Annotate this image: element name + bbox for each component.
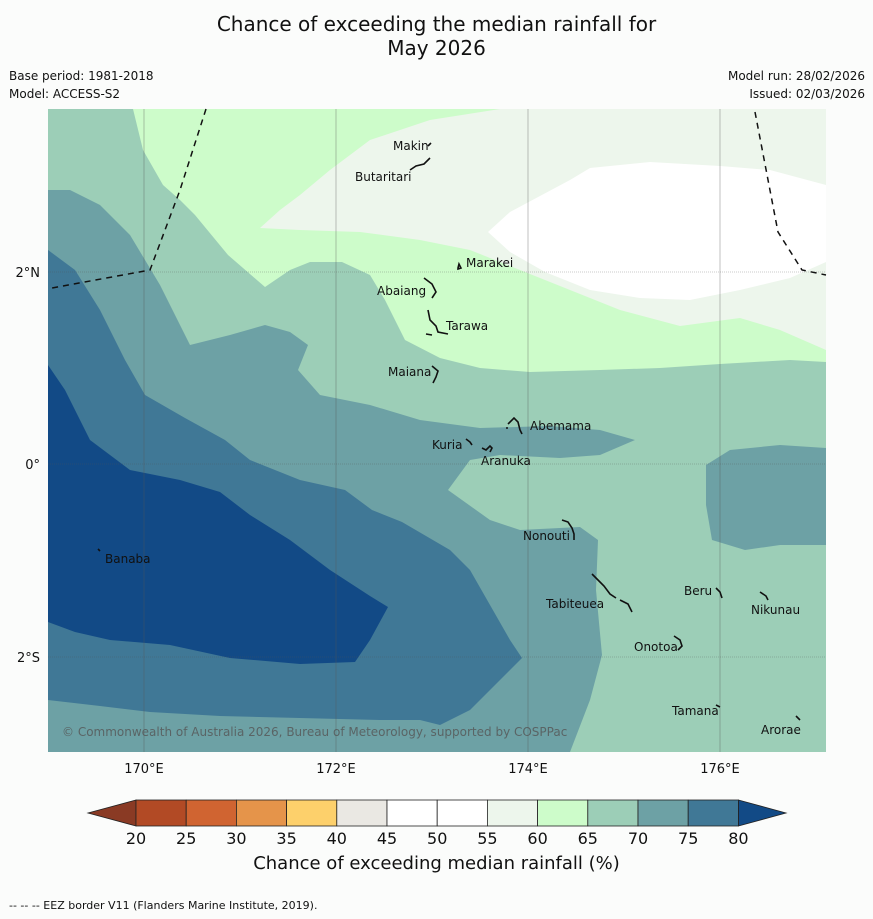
- island-onotoa-shape: [673, 635, 683, 651]
- label-marakei: Marakei: [466, 256, 513, 270]
- label-arorae: Arorae: [761, 723, 801, 737]
- island-tabiteuea-shape: [591, 573, 633, 613]
- y-axis: 2°N 0° 2°S: [16, 266, 41, 666]
- island-makin-shape: [427, 142, 432, 147]
- copyright-watermark: © Commonwealth of Australia 2026, Bureau…: [62, 725, 567, 739]
- island-beru-shape: [715, 587, 723, 599]
- colorbar-tick-label: 80: [728, 829, 748, 848]
- island-tarawa-shape: [425, 309, 449, 336]
- colorbar-segment: [486, 799, 538, 827]
- label-butaritari: Butaritari: [355, 170, 412, 184]
- colorbar: 20 25 30 35 40 45 50 55 60 65 70 75 80: [86, 799, 788, 848]
- colorbar-segment: [286, 799, 338, 827]
- y-tick-0: 0°: [25, 458, 40, 473]
- meta-right: Model run: 28/02/2026 Issued: 02/03/2026: [728, 67, 865, 103]
- label-beru: Beru: [684, 584, 712, 598]
- island-kuria-shape: [465, 438, 473, 446]
- colorbar-tick-label: 20: [126, 829, 146, 848]
- title-line-2: May 2026: [387, 36, 486, 60]
- island-arorae-shape: [795, 715, 801, 721]
- colorbar-tick-label: 30: [226, 829, 246, 848]
- island-shapes: [97, 142, 801, 721]
- eez-borders: [51, 108, 827, 289]
- base-period: Base period: 1981-2018: [9, 69, 154, 83]
- contour-fill-70-east: [706, 445, 826, 550]
- contour-fill-50: [488, 162, 826, 300]
- issued-date: Issued: 02/03/2026: [749, 87, 865, 101]
- label-onotoa: Onotoa: [634, 640, 678, 654]
- colorbar-tick-label: 75: [678, 829, 698, 848]
- colorbar-tick-label: 45: [377, 829, 397, 848]
- island-aranuka-shape: [481, 444, 493, 453]
- meta-left: Base period: 1981-2018 Model: ACCESS-S2: [9, 67, 154, 103]
- model-run: Model run: 28/02/2026: [727, 69, 865, 83]
- colorbar-tick-label: 40: [327, 829, 347, 848]
- colorbar-segment: [436, 799, 488, 827]
- graticule: [48, 109, 826, 752]
- label-abaiang: Abaiang: [377, 284, 426, 298]
- x-tick-170e: 170°E: [124, 762, 164, 777]
- island-abaiang-shape: [423, 277, 437, 299]
- label-banaba: Banaba: [105, 552, 151, 566]
- island-abemama-shape: [506, 416, 523, 435]
- island-banaba-shape: [97, 548, 101, 552]
- x-tick-174e: 174°E: [508, 762, 548, 777]
- chart-title: Chance of exceeding the median rainfall …: [0, 12, 873, 60]
- colorbar-tick-label: 70: [628, 829, 648, 848]
- label-tabiteuea: Tabiteuea: [545, 597, 604, 611]
- island-maiana-shape: [431, 365, 439, 384]
- y-tick-2n: 2°N: [16, 266, 41, 281]
- colorbar-segment: [637, 799, 689, 827]
- eez-footer-note: -- -- -- EEZ border V11 (Flanders Marine…: [9, 899, 318, 912]
- colorbar-segment: [135, 799, 187, 827]
- colorbar-tick-label: 35: [276, 829, 296, 848]
- label-makin: Makin: [393, 139, 429, 153]
- island-marakei-shape: [457, 261, 463, 271]
- label-tamana: Tamana: [671, 704, 719, 718]
- colorbar-segment: [687, 799, 739, 827]
- colorbar-segment: [587, 799, 639, 827]
- colorbar-tick-label: 55: [477, 829, 497, 848]
- x-tick-172e: 172°E: [316, 762, 356, 777]
- colorbar-segment: [386, 799, 438, 827]
- island-nikunau-shape: [759, 591, 769, 601]
- colorbar-tick-label: 25: [176, 829, 196, 848]
- contour-fills: [48, 109, 826, 752]
- model-name: Model: ACCESS-S2: [9, 87, 121, 101]
- title-line-1: Chance of exceeding the median rainfall …: [216, 12, 657, 36]
- eez-border-west: [51, 108, 207, 289]
- label-tarawa: Tarawa: [445, 319, 488, 333]
- eez-border-east: [754, 111, 827, 276]
- colorbar-segment: [185, 799, 237, 827]
- y-tick-2s: 2°S: [17, 651, 40, 666]
- colorbar-segment: [537, 799, 589, 827]
- label-abemama: Abemama: [530, 419, 591, 433]
- x-tick-176e: 176°E: [700, 762, 740, 777]
- island-labels: Makin Butaritari Marakei Abaiang Tarawa …: [105, 139, 801, 737]
- colorbar-tick-label: 50: [427, 829, 447, 848]
- label-maiana: Maiana: [388, 365, 431, 379]
- colorbar-tick-label: 65: [578, 829, 598, 848]
- label-aranuka: Aranuka: [481, 454, 531, 468]
- label-nikunau: Nikunau: [751, 603, 800, 617]
- island-nonouti-shape: [561, 519, 575, 540]
- island-tamana-shape: [715, 704, 721, 708]
- colorbar-extend-high: [738, 799, 788, 827]
- colorbar-tick-label: 60: [527, 829, 547, 848]
- island-butaritari-shape: [409, 157, 431, 171]
- contour-fill-80: [48, 365, 388, 664]
- label-nonouti: Nonouti: [523, 529, 570, 543]
- colorbar-segment: [336, 799, 388, 827]
- colorbar-title: Chance of exceeding median rainfall (%): [253, 853, 620, 874]
- colorbar-segment: [235, 799, 287, 827]
- colorbar-extend-low: [86, 799, 137, 827]
- x-axis: 170°E 172°E 174°E 176°E: [124, 762, 740, 777]
- label-kuria: Kuria: [432, 438, 463, 452]
